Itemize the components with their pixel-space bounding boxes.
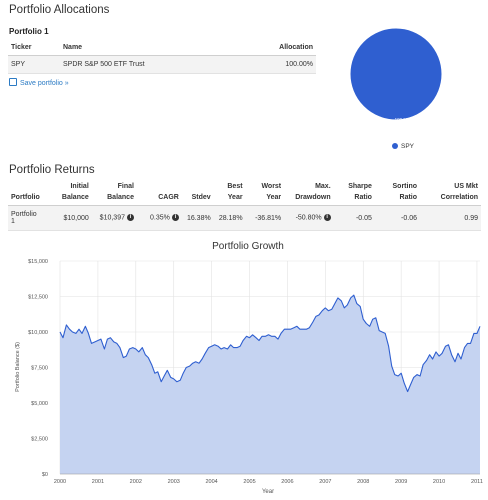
- x-tick-label: 2001: [92, 479, 104, 485]
- x-tick-label: 2002: [130, 479, 142, 485]
- growth-area-fill: [60, 295, 480, 474]
- x-tick-label: 2000: [54, 479, 66, 485]
- x-tick-label: 2010: [433, 479, 445, 485]
- col-cagr: CAGR: [136, 180, 182, 206]
- save-disk-icon: [9, 78, 17, 86]
- y-tick-label: $5,000: [31, 401, 48, 407]
- cell-ticker: SPY: [8, 55, 60, 74]
- y-tick-label: $2,500: [31, 437, 48, 443]
- col-portfolio: Portfolio: [8, 180, 43, 206]
- y-tick-label: $10,000: [28, 330, 48, 336]
- cell-worst-year: -36.81%: [245, 205, 285, 231]
- cell-sortino: -0.06: [374, 205, 421, 231]
- col-ticker: Ticker: [8, 40, 60, 56]
- cell-allocation: 100.00%: [235, 55, 316, 74]
- y-axis-label: Portfolio Balance ($): [15, 342, 21, 392]
- x-tick-label: 2003: [168, 479, 180, 485]
- col-best-year: Best Year: [213, 180, 246, 206]
- x-axis-label: Year: [262, 489, 274, 495]
- x-tick-label: 2006: [281, 479, 293, 485]
- cagr-value: 0.35%: [149, 214, 170, 222]
- info-icon[interactable]: i: [171, 214, 179, 222]
- x-tick-label: 2009: [395, 479, 407, 485]
- y-tick-label: $0: [42, 472, 48, 478]
- cell-cagr: 0.35% i: [136, 205, 182, 231]
- col-max-drawdown: Max. Drawdown: [284, 180, 334, 206]
- pie-slice-label: 100 %: [395, 117, 408, 122]
- table-row: Portfolio 1 $10,000 $10,397 i 0.35% i 16.3…: [8, 205, 481, 231]
- cell-portfolio: Portfolio 1: [8, 205, 43, 231]
- col-name: Name: [60, 40, 236, 56]
- cell-stdev: 16.38%: [181, 205, 214, 231]
- x-tick-label: 2008: [357, 479, 369, 485]
- y-tick-label: $7,500: [31, 366, 48, 372]
- cell-sharpe: -0.05: [333, 205, 375, 231]
- returns-header-row: Portfolio Initial Balance Final Balance …: [8, 180, 481, 206]
- col-worst-year: Worst Year: [245, 180, 285, 206]
- pie-slice-spy[interactable]: [349, 27, 443, 121]
- col-allocation: Allocation: [235, 40, 316, 56]
- cell-name: SPDR S&P 500 ETF Trust: [60, 55, 236, 74]
- cell-initial-balance: $10,000: [42, 205, 92, 231]
- col-initial-balance: Initial Balance: [42, 180, 92, 206]
- y-tick-label: $12,500: [28, 295, 48, 301]
- portfolio-growth-chart: Portfolio Growth Portfolio Balance ($) Y…: [15, 241, 483, 495]
- final-balance-value: $10,397: [99, 214, 125, 222]
- returns-title: Portfolio Returns: [9, 164, 95, 176]
- growth-series-line[interactable]: [59, 294, 481, 393]
- save-portfolio-label: Save portfolio »: [20, 80, 69, 87]
- col-final-balance: Final Balance: [91, 180, 137, 206]
- x-tick-label: 2007: [319, 479, 331, 485]
- info-icon[interactable]: i: [323, 214, 331, 222]
- legend-dot-icon: [392, 143, 398, 149]
- cell-max-drawdown: -50.80% i: [284, 205, 334, 231]
- x-tick-label: 2011: [471, 479, 483, 485]
- col-us-mkt-correlation: US Mkt Correlation: [420, 180, 481, 206]
- allocations-table: Ticker Name Allocation SPY SPDR S&P 500 …: [8, 40, 316, 74]
- allocations-header-row: Ticker Name Allocation: [8, 40, 316, 56]
- chart-title: Portfolio Growth: [212, 241, 284, 252]
- col-sharpe-ratio: Sharpe Ratio: [333, 180, 375, 206]
- col-sortino-ratio: Sortino Ratio: [374, 180, 421, 206]
- cell-best-year: 28.18%: [213, 205, 246, 231]
- save-portfolio-link[interactable]: Save portfolio »: [9, 78, 69, 87]
- y-tick-label: $15,000: [28, 259, 48, 265]
- table-row: SPY SPDR S&P 500 ETF Trust 100.00%: [8, 55, 316, 74]
- cell-us-mkt-corr: 0.99: [420, 205, 481, 231]
- returns-table: Portfolio Initial Balance Final Balance …: [8, 180, 481, 231]
- pie-legend-item[interactable]: SPY: [392, 143, 414, 150]
- x-tick-label: 2005: [243, 479, 255, 485]
- col-stdev: Stdev: [181, 180, 214, 206]
- legend-label: SPY: [401, 143, 415, 150]
- allocation-pie-chart: 100 %: [349, 27, 443, 122]
- allocations-title: Portfolio Allocations: [9, 4, 110, 16]
- cell-final-balance: $10,397 i: [91, 205, 137, 231]
- max-drawdown-value: -50.80%: [295, 214, 322, 222]
- x-tick-label: 2004: [205, 479, 217, 485]
- allocations-portfolio-name: Portfolio 1: [9, 27, 49, 36]
- info-icon[interactable]: i: [126, 214, 134, 222]
